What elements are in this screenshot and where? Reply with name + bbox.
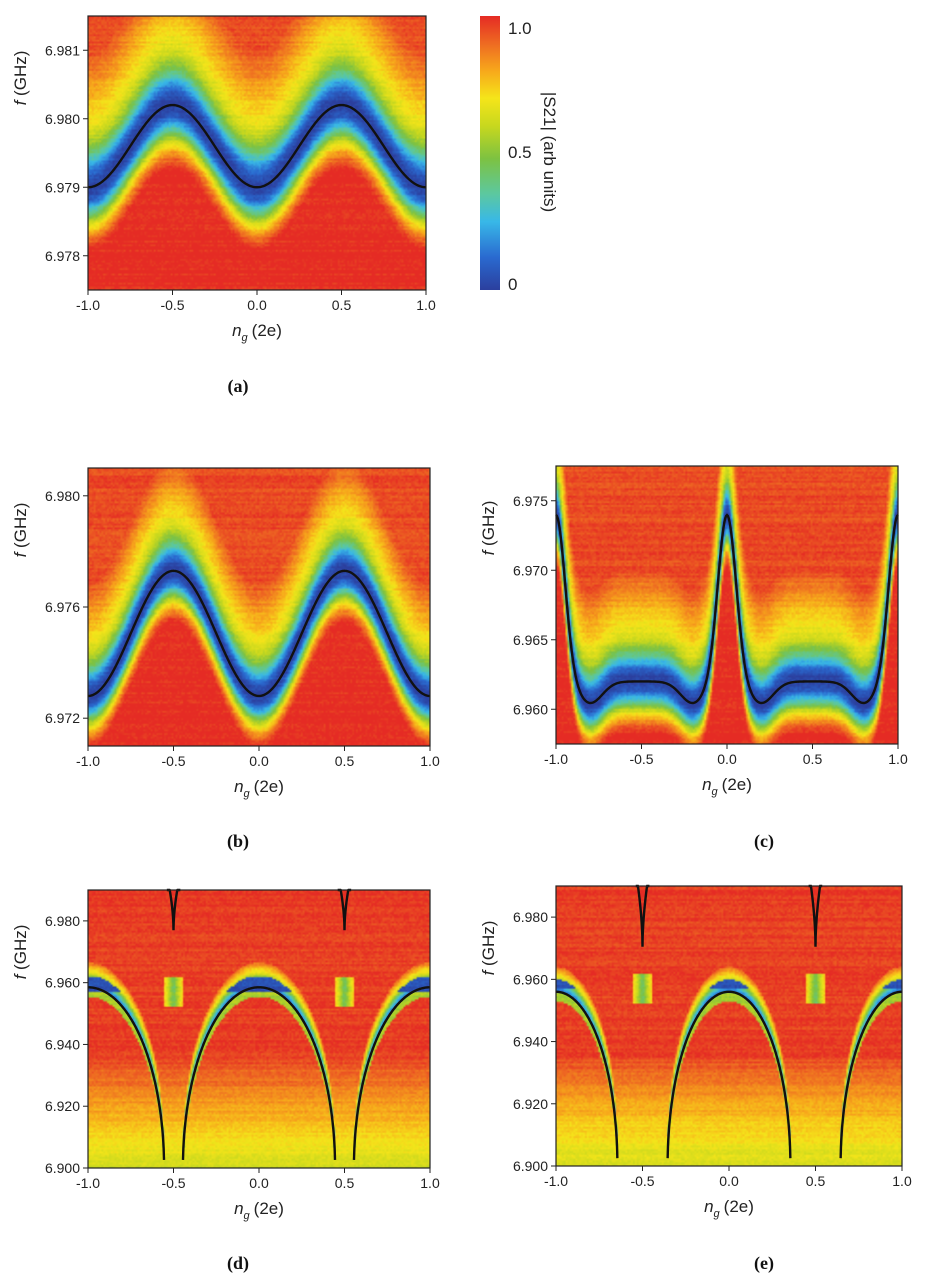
xtick-label: -0.5 — [160, 297, 184, 313]
panel-caption: (b) — [227, 831, 249, 852]
xtick-label: 0.5 — [803, 751, 823, 767]
y-axis-label: f (GHz) — [479, 921, 498, 976]
ytick-label: 6.960 — [513, 701, 548, 717]
xtick-label: -1.0 — [544, 751, 568, 767]
y-axis-label: f (GHz) — [479, 501, 498, 556]
xtick-label: 0.0 — [717, 751, 737, 767]
fit-arch-e-1 — [666, 990, 792, 1159]
xtick-label: 0.5 — [335, 1175, 355, 1191]
ytick-label: 6.965 — [513, 632, 548, 648]
xtick-label: -1.0 — [76, 1175, 100, 1191]
xtick-label: 0.0 — [247, 297, 267, 313]
ytick-label: 6.940 — [513, 1034, 548, 1050]
colorbar-tick-high: 1.0 — [508, 19, 532, 38]
xtick-label: 1.0 — [420, 753, 440, 769]
xtick-label: 1.0 — [888, 751, 908, 767]
colorbar-gradient — [480, 16, 500, 290]
xtick-label: -0.5 — [629, 751, 653, 767]
x-axis-label: ng (2e) — [702, 775, 752, 798]
xtick-label: 0.5 — [806, 1173, 826, 1189]
x-axis-label: ng (2e) — [704, 1197, 754, 1220]
heatmap-c — [556, 466, 898, 744]
panel-caption: (d) — [227, 1253, 249, 1274]
fit-arch-e-0 — [556, 990, 619, 1159]
panel-a: -1.0 -0.5 0.0 0.5 1.0 6.978 6.979 6.980 6.981 ng(… — [11, 15, 436, 397]
heatmap-a — [88, 16, 426, 290]
xtick-label: -0.5 — [161, 1175, 185, 1191]
xtick-label: 1.0 — [892, 1173, 912, 1189]
ytick-label: 6.980 — [45, 913, 80, 929]
xtick-label: -0.5 — [630, 1173, 654, 1189]
heatmap-d — [88, 890, 430, 1168]
xtick-label: -1.0 — [76, 297, 100, 313]
ytick-label: 6.981 — [45, 42, 80, 58]
xtick-label: -0.5 — [161, 753, 185, 769]
ytick-label: 6.900 — [45, 1160, 80, 1176]
ytick-label: 6.978 — [45, 248, 80, 264]
xtick-label: 0.0 — [249, 753, 269, 769]
xtick-label: 0.5 — [335, 753, 355, 769]
fit-arch-d-0 — [88, 986, 166, 1160]
ytick-label: 6.976 — [45, 599, 80, 615]
x-axis-label: ng (2e) — [232, 321, 282, 344]
fit-arch-e-2 — [839, 990, 902, 1159]
ytick-label: 6.979 — [45, 179, 80, 195]
y-axis-label: f (GHz) — [11, 51, 30, 106]
ytick-label: 6.970 — [513, 562, 548, 578]
xtick-label: -1.0 — [76, 753, 100, 769]
fit-arch-d-1 — [181, 986, 337, 1160]
ytick-label: 6.900 — [513, 1158, 548, 1174]
panel-e: -1.0 -0.5 0.0 0.5 1.0 6.900 6.920 6.940 6.960 6.9… — [479, 884, 912, 1274]
colorbar: 1.0 0.5 0 |S21| (arb units) — [480, 16, 559, 294]
panel-caption: (c) — [754, 831, 774, 852]
x-axis-label: ng (2e) — [234, 1199, 284, 1222]
colorbar-label: |S21| (arb units) — [540, 92, 559, 212]
fit-arch-d-2 — [352, 986, 430, 1160]
x-axis-label: ng (2e) — [234, 777, 284, 800]
xtick-label: 1.0 — [416, 297, 436, 313]
ytick-label: 6.940 — [45, 1036, 80, 1052]
ytick-label: 6.920 — [513, 1096, 548, 1112]
panel-d: -1.0 -0.5 0.0 0.5 1.0 6.900 6.920 6.940 6.960 6.9… — [11, 888, 440, 1274]
fit-curve-b — [87, 569, 431, 698]
xtick-label: 0.5 — [332, 297, 352, 313]
y-axis-label: f (GHz) — [11, 925, 30, 980]
xtick-label: 0.0 — [719, 1173, 739, 1189]
ytick-label: 6.960 — [45, 975, 80, 991]
panel-caption: (e) — [754, 1253, 774, 1274]
ytick-label: 6.980 — [45, 111, 80, 127]
y-axis-label: f (GHz) — [11, 503, 30, 558]
xtick-label: -1.0 — [544, 1173, 568, 1189]
colorbar-tick-low: 0 — [508, 275, 517, 294]
ytick-label: 6.960 — [513, 971, 548, 987]
panel-c: -1.0 -0.5 0.0 0.5 1.0 6.960 6.965 6.970 6.975 ng(… — [479, 465, 908, 852]
heatmap-e — [556, 886, 902, 1166]
panel-caption: (a) — [228, 376, 249, 397]
heatmap-b — [88, 468, 430, 746]
panel-b: -1.0 -0.5 0.0 0.5 1.0 6.972 6.976 6.980 ng (2e) f … — [11, 467, 440, 852]
ytick-label: 6.980 — [45, 488, 80, 504]
ytick-label: 6.980 — [513, 909, 548, 925]
ytick-label: 6.975 — [513, 493, 548, 509]
panels: -1.0 -0.5 0.0 0.5 1.0 6.978 6.979 6.980 6.981 ng(… — [11, 15, 912, 1274]
fit-curve-c — [555, 513, 899, 705]
xtick-label: 1.0 — [420, 1175, 440, 1191]
ytick-label: 6.920 — [45, 1098, 80, 1114]
fit-curve-a — [87, 103, 427, 189]
xtick-label: 0.0 — [249, 1175, 269, 1191]
colorbar-tick-mid: 0.5 — [508, 143, 532, 162]
ytick-label: 6.972 — [45, 710, 80, 726]
